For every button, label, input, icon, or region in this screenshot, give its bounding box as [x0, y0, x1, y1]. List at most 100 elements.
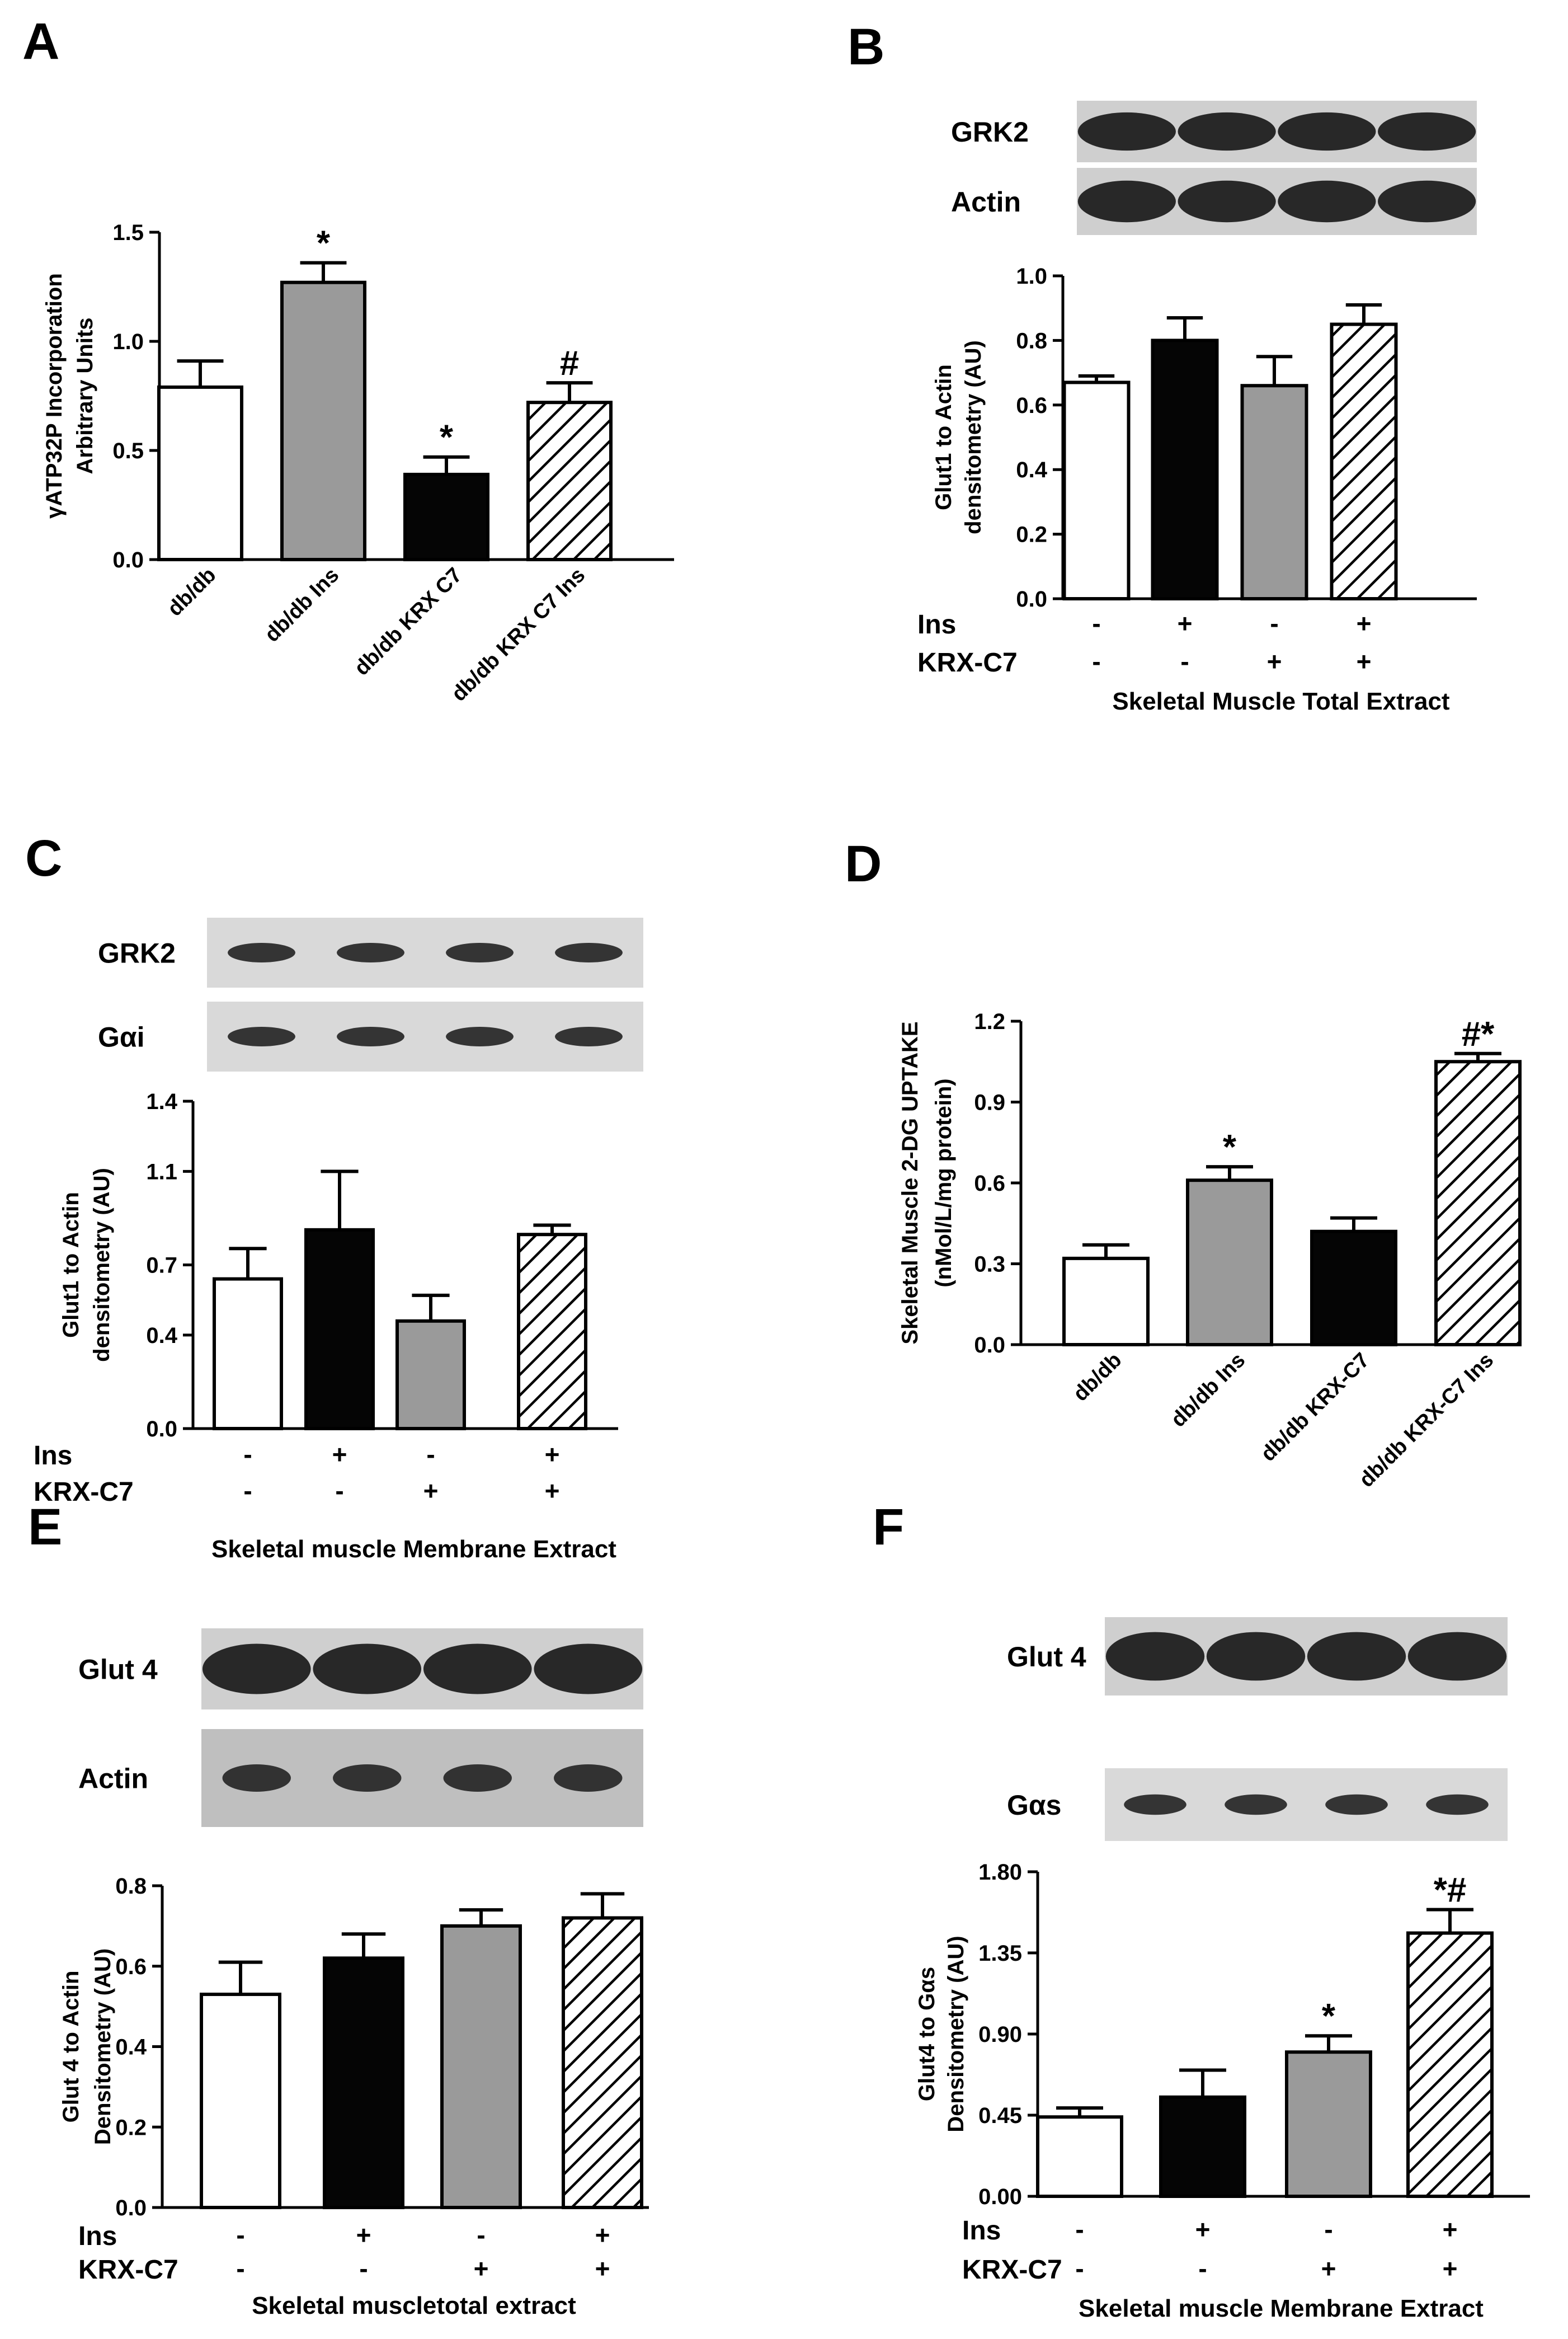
significance-marker: # [560, 344, 579, 383]
y-axis-label: densitometry (AU) [961, 340, 986, 534]
category-label: db/db [1069, 1349, 1127, 1406]
ins-sign: + [545, 1440, 560, 1469]
category-label: db/db KRX-C7 Ins [1355, 1349, 1499, 1492]
krx-sign: - [335, 1476, 343, 1505]
panel-c: C GRK2 Gαi 0.0 0.4 0.7 1.1 1.4 Glut1 to Actin den… [25, 830, 643, 1563]
blot-band [333, 1764, 402, 1792]
bar [1062, 381, 1131, 600]
blot-band [446, 943, 514, 962]
significance-marker: * [1223, 1128, 1237, 1167]
y-tick-label: 0.9 [974, 1091, 1005, 1115]
blot-band [1426, 1794, 1489, 1815]
y-axis-label: Glut4 to Gαs [915, 1967, 939, 2101]
krx-sign: - [1198, 2254, 1207, 2283]
y-tick-label: 0.6 [974, 1171, 1005, 1196]
ins-sign: - [236, 2220, 244, 2249]
bar [440, 1924, 522, 2209]
y-tick-label: 0.0 [1016, 587, 1047, 612]
y-tick-label: 1.5 [112, 220, 144, 245]
y-tick-label: 0.4 [115, 2035, 147, 2060]
y-tick-label: 0.8 [1016, 328, 1047, 353]
y-tick-label: 1.35 [978, 1941, 1022, 1966]
ins-sign: + [595, 2220, 610, 2249]
panel-letter: B [847, 18, 884, 76]
y-tick-label: 0.0 [974, 1333, 1005, 1358]
blot-band [446, 1027, 514, 1046]
blot-band [1105, 1632, 1205, 1681]
krx-sign: + [595, 2254, 610, 2283]
blot-band [1077, 180, 1176, 223]
y-axis-label: Densitometry (AU) [944, 1936, 968, 2132]
ins-sign: - [477, 2220, 485, 2249]
y-tick-label: 0.2 [115, 2115, 147, 2140]
blot-band [228, 943, 295, 962]
row-label-ins: Ins [78, 2221, 117, 2251]
bar [1285, 2050, 1372, 2198]
blot-band [337, 943, 404, 962]
bar [1240, 384, 1308, 600]
bar [395, 1319, 466, 1430]
blot-band [1225, 1794, 1287, 1815]
panel-f: F Glut 4 Gαs 0.00 0.45 0.90 1.35 1.80 Glut4 to G… [873, 1499, 1530, 2322]
y-tick-label: 0.6 [115, 1955, 147, 1979]
y-axis-label: (nMol/L/mg protein) [931, 1078, 956, 1287]
krx-sign: + [474, 2254, 489, 2283]
krx-sign: + [1357, 647, 1372, 676]
panel-letter: F [873, 1499, 904, 1556]
blot-band [443, 1764, 512, 1792]
blot-band [1206, 1632, 1306, 1681]
panel-footer: Skeletal muscletotal extract [252, 2292, 576, 2319]
y-tick-label: 0.4 [146, 1323, 177, 1348]
blot-band [313, 1643, 422, 1694]
y-tick-label: 1.0 [1016, 264, 1047, 289]
bar [280, 280, 366, 561]
blot-band [555, 943, 623, 962]
ins-sign: - [1270, 609, 1278, 638]
bar [1036, 2115, 1123, 2198]
panel-letter: A [22, 13, 59, 70]
y-tick-label: 1.2 [974, 1009, 1005, 1034]
row-label-krx: KRX-C7 [34, 1477, 134, 1507]
blot-band [202, 1643, 311, 1694]
krx-sign: - [1075, 2254, 1084, 2283]
ins-sign: + [1178, 609, 1193, 638]
blot-band [1378, 180, 1476, 223]
y-tick-label: 1.80 [978, 1860, 1022, 1885]
bar [1310, 1229, 1397, 1346]
bar [403, 472, 489, 562]
blot-label: Actin [78, 1763, 148, 1795]
ins-sign: - [1075, 2215, 1084, 2244]
bar [1159, 2095, 1246, 2199]
blot-label: Actin [951, 186, 1021, 218]
blot-band [1124, 1794, 1186, 1815]
bar [517, 1233, 587, 1430]
blot-band [222, 1764, 291, 1792]
bar [213, 1277, 283, 1431]
y-tick-label: 1.1 [146, 1159, 177, 1184]
y-tick-label: 1.0 [112, 330, 144, 354]
y-axis-label: densitometry (AU) [90, 1168, 114, 1362]
bar [200, 1993, 281, 2209]
panel-footer: Skeletal muscle Membrane Extract [1079, 2295, 1484, 2322]
blot-band [554, 1764, 623, 1792]
category-label: db/db Ins [260, 563, 343, 647]
y-axis-label: γATP32P Incorporation [42, 273, 67, 519]
y-tick-label: 0.0 [112, 548, 144, 572]
significance-marker: * [440, 419, 454, 457]
category-label: db/db KRX C7 [350, 563, 467, 680]
y-tick-label: 0.5 [112, 439, 144, 463]
blot-band [534, 1643, 643, 1694]
y-tick-label: 0.3 [974, 1252, 1005, 1277]
blot-band [1407, 1632, 1507, 1681]
krx-sign: - [1092, 647, 1100, 676]
y-tick-label: 0.45 [978, 2103, 1022, 2128]
blot-band [228, 1027, 295, 1046]
blot-label: Gαs [1007, 1790, 1061, 1821]
y-tick-label: 0.90 [978, 2022, 1022, 2047]
bar [562, 1916, 643, 2209]
row-label-ins: Ins [917, 610, 956, 640]
bar [157, 385, 243, 562]
blot-band [1278, 180, 1376, 223]
blot-band [1307, 1632, 1406, 1681]
